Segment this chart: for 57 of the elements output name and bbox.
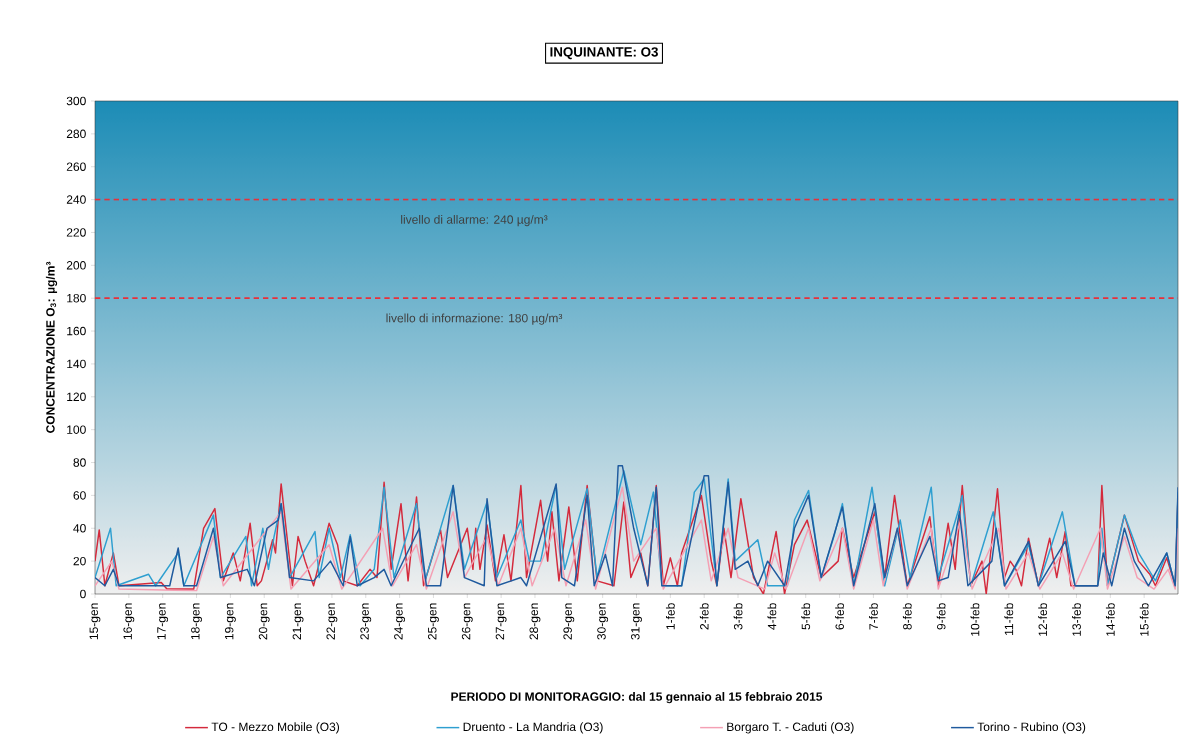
y-tick-label: 100 (67, 425, 86, 434)
y-tick-label: 280 (66, 129, 86, 139)
x-tick-label: 2-feb (699, 603, 709, 630)
x-tick-label: 12-feb (1038, 603, 1048, 636)
x-tick-label: 29-gen (563, 603, 575, 640)
x-tick-label: 11-feb (1004, 603, 1014, 635)
y-tick-label: 180 (67, 293, 86, 303)
x-tick-label: 21-gen (292, 603, 304, 640)
x-tick-label: 28-gen (529, 603, 541, 640)
x-tick-label: 22-gen (326, 603, 338, 640)
x-tick-label: 18-gen (191, 603, 202, 640)
x-tick-label: 17-gen (157, 603, 169, 640)
y-tick-label: 260 (66, 162, 86, 171)
y-tick-label: 120 (67, 392, 86, 402)
x-tick-label: 31-gen (631, 603, 642, 640)
y-tick-label: 0 (80, 589, 86, 599)
legend-label: Torino - Rubino (O3) (977, 722, 1086, 734)
y-tick-label: 200 (66, 261, 86, 270)
x-tick-label: 13-feb (1072, 603, 1081, 636)
x-tick-label: 6-feb (835, 603, 844, 630)
y-tick-label: 220 (66, 228, 86, 237)
y-tick-label: 160 (67, 326, 86, 336)
x-tick-label: 30-gen (597, 603, 609, 640)
chart-title: INQUINANTE: O3 (550, 47, 658, 60)
legend-label: Druento - La Mandria (O3) (463, 722, 603, 734)
x-tick-label: 3-feb (733, 603, 743, 630)
x-tick-label: 15-gen (89, 603, 101, 640)
x-tick-label: 15-feb (1139, 603, 1149, 636)
x-tick-label: 5-feb (801, 603, 811, 630)
x-tick-label: 1-feb (665, 603, 675, 630)
x-tick-label: 24-gen (394, 603, 406, 640)
x-tick-label: 26-gen (461, 603, 473, 640)
x-tick-label: 16-gen (123, 603, 135, 640)
y-axis-title: CONCENTRAZIONE O$_{3}$: µg/m³ (45, 261, 58, 433)
y-tick-label: 40 (73, 524, 86, 533)
x-tick-label: 27-gen (495, 603, 507, 640)
legend-label: Borgaro T. - Caduti (O3) (727, 722, 854, 734)
x-axis-title: PERIODO DI MONITORAGGIO: dal 15 gennaio al 15 febbraio 2015 (451, 692, 823, 704)
legend-label: TO - Mezzo Mobile (O3) (211, 722, 340, 734)
x-tick-label: 10-feb (970, 603, 980, 636)
x-tick-label: 7-feb (869, 603, 878, 630)
y-tick-label: 20 (73, 556, 86, 566)
x-tick-label: 4-feb (767, 603, 777, 630)
ref-line-label: livello di allarme: 240 µg/m³ (401, 214, 548, 227)
x-tick-label: 14-feb (1105, 603, 1115, 636)
y-tick-label: 240 (66, 195, 86, 204)
x-tick-label: 20-gen (258, 603, 270, 640)
y-tick-label: 60 (73, 491, 86, 500)
x-tick-label: 19-gen (224, 603, 236, 640)
y-tick-label: 140 (67, 359, 86, 369)
x-tick-label: 9-feb (936, 603, 946, 630)
y-tick-label: 80 (73, 458, 86, 467)
x-tick-label: 23-gen (360, 603, 372, 640)
x-tick-label: 25-gen (428, 603, 439, 640)
y-tick-label: 300 (66, 96, 86, 106)
x-tick-label: 8-feb (902, 603, 912, 630)
ref-line-label: livello di informazione: 180 µg/m³ (386, 313, 563, 325)
